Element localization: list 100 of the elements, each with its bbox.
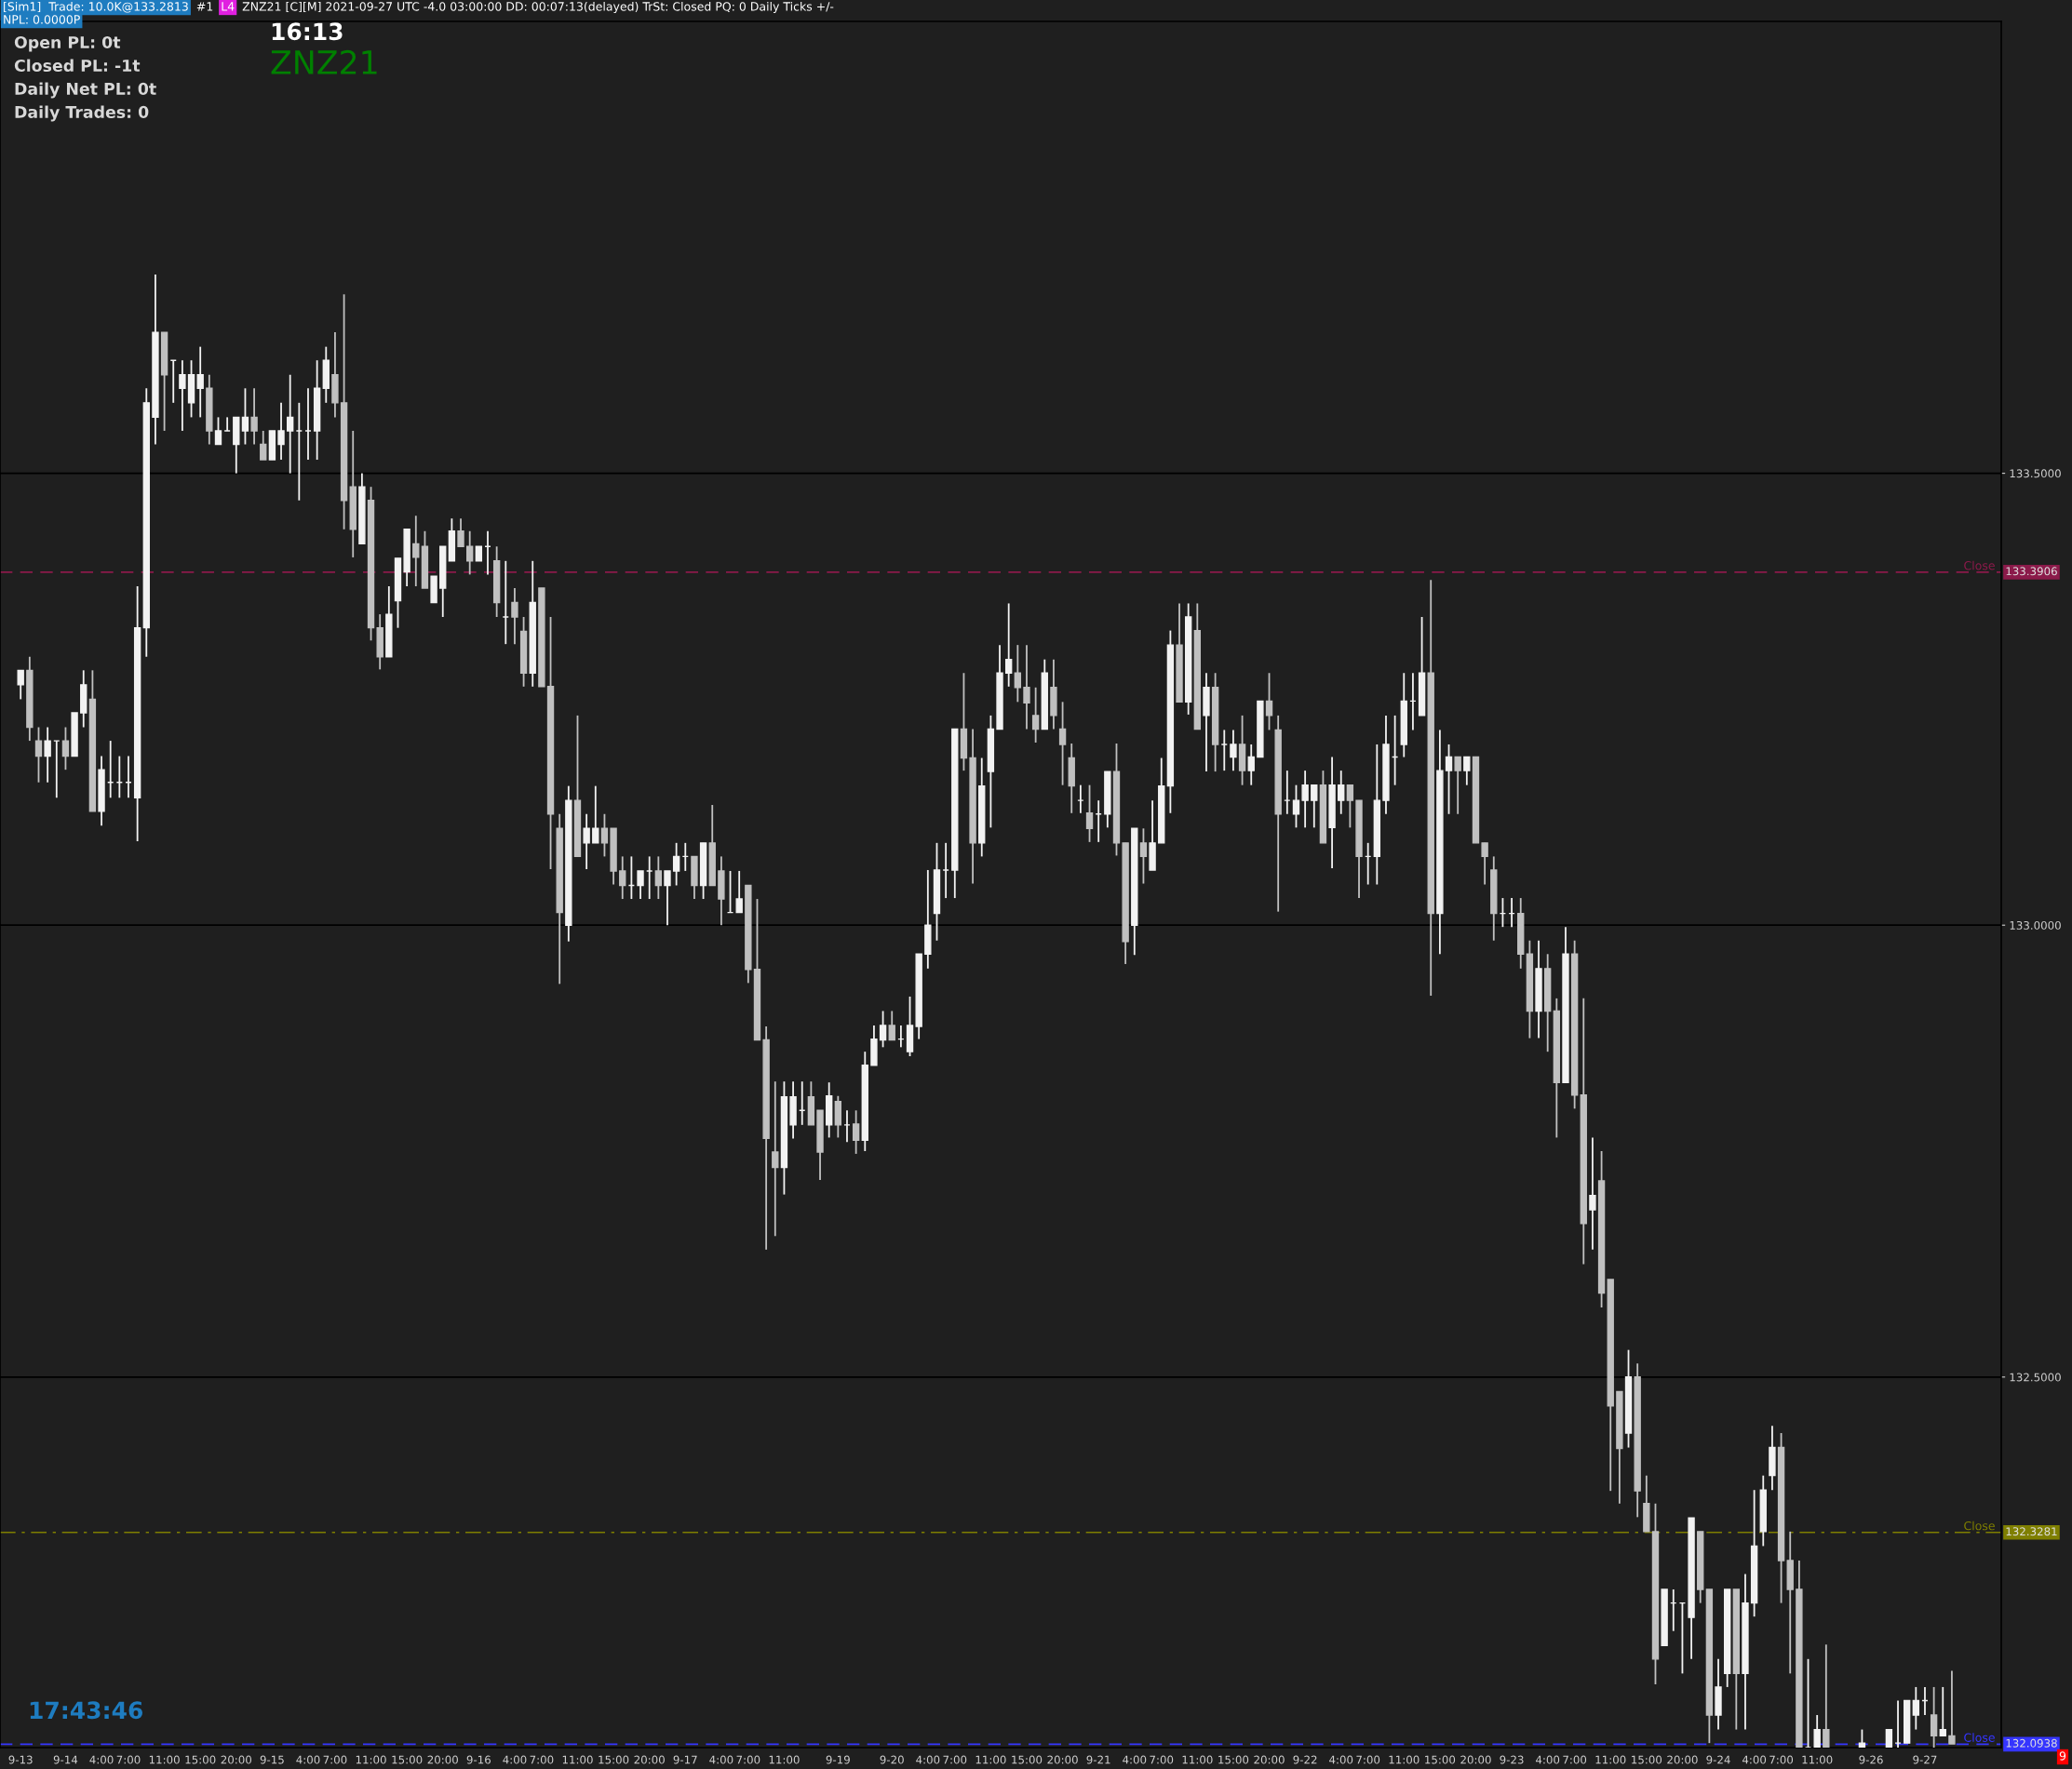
x-tick-label: 11:00 xyxy=(356,1755,386,1764)
candlestick xyxy=(1912,1686,1920,1731)
candlestick xyxy=(1813,1714,1821,1748)
x-tick-label: 20:00 xyxy=(1254,1755,1285,1764)
x-tick-label: 9-23 xyxy=(1500,1755,1524,1764)
annotation: 17:43:46 xyxy=(30,1701,143,1720)
candlestick xyxy=(600,812,609,858)
x-tick-label: 7:00 xyxy=(530,1755,554,1764)
x-tick-label: 20:00 xyxy=(221,1755,252,1764)
text: 9 xyxy=(2059,1751,2066,1761)
x-tick-label: 4:00 xyxy=(503,1755,527,1764)
candlestick xyxy=(1014,644,1022,704)
x-tick-label: 9-26 xyxy=(1859,1755,1883,1764)
candlestick xyxy=(672,841,680,887)
text: #1 xyxy=(196,2,213,11)
x-tick-label: 7:00 xyxy=(1563,1755,1587,1764)
text: Close 132.3281 xyxy=(1964,1521,2057,1536)
text: Close 133.3906 xyxy=(1964,560,2057,576)
x-tick-label: 4:00 xyxy=(296,1755,320,1764)
x-tick-label: 15:00 xyxy=(1425,1755,1456,1764)
candlestick xyxy=(852,1109,860,1155)
x-tick-label: 9-20 xyxy=(880,1755,904,1764)
x-tick-label: 11:00 xyxy=(1182,1755,1213,1764)
x-tick-label: 15:00 xyxy=(185,1755,216,1764)
candlestick xyxy=(879,1010,887,1049)
x-tick-label: 9-14 xyxy=(53,1755,78,1764)
x-tick-label: 7:00 xyxy=(736,1755,760,1764)
candlestick xyxy=(1823,1643,1830,1748)
candlestick xyxy=(179,359,186,432)
candlestick xyxy=(1948,1669,1956,1746)
candlestick xyxy=(277,401,285,461)
x-tick-label: 4:00 xyxy=(1123,1755,1147,1764)
candlestick xyxy=(1338,770,1345,815)
x-tick-label: 11:00 xyxy=(1802,1755,1833,1764)
candlestick xyxy=(17,669,24,701)
y-tick-label: 133.5000 xyxy=(2010,469,2061,478)
x-tick-label: 4:00 xyxy=(916,1755,940,1764)
x-tick-label: 11:00 xyxy=(149,1755,180,1764)
x-tick-label: 11:00 xyxy=(562,1755,593,1764)
candlestick xyxy=(1939,1686,1946,1737)
candlestick xyxy=(583,812,590,870)
candlestick xyxy=(196,345,204,419)
candlestick xyxy=(241,387,249,446)
candlestick xyxy=(1454,756,1461,815)
candlestick xyxy=(1031,686,1040,744)
candlestick xyxy=(260,430,267,461)
x-tick-label: 20:00 xyxy=(1460,1755,1491,1764)
candlestick xyxy=(214,416,222,446)
candlestick xyxy=(34,726,43,784)
x-tick-label: 15:00 xyxy=(1632,1755,1662,1764)
candlestick xyxy=(664,870,671,927)
candlestick xyxy=(1058,701,1067,786)
x-tick-label: 9-15 xyxy=(260,1755,284,1764)
candlestick xyxy=(637,870,644,900)
candlestick xyxy=(1139,827,1148,885)
text: Close 132.0938 xyxy=(1964,1733,2057,1748)
x-tick-label: 15:00 xyxy=(599,1755,629,1764)
candlestick xyxy=(1004,602,1013,688)
x-tick-label: 7:00 xyxy=(1769,1755,1794,1764)
x-tick-label: 4:00 xyxy=(1329,1755,1353,1764)
annotation: Closed PL: -1t xyxy=(14,59,141,73)
x-tick-label: 15:00 xyxy=(1012,1755,1043,1764)
x-tick-label: 9-16 xyxy=(466,1755,491,1764)
candlestick xyxy=(287,373,294,475)
y-tick-label: 133.0000 xyxy=(2010,920,2061,930)
x-tick-label: 9-27 xyxy=(1913,1755,1937,1764)
candlestick xyxy=(654,855,663,900)
candlestick xyxy=(1292,784,1300,829)
annotation: Daily Trades: 0 xyxy=(15,105,149,122)
candlestick xyxy=(1023,644,1030,730)
x-tick-label: 20:00 xyxy=(1047,1755,1078,1764)
x-tick-label: 4:00 xyxy=(1742,1755,1767,1764)
x-tick-label: 9-22 xyxy=(1293,1755,1317,1764)
annotation: Open PL: 0t xyxy=(14,35,121,52)
candlestick xyxy=(592,784,599,844)
x-tick-label: 7:00 xyxy=(1356,1755,1380,1764)
text: [Sim1] Trade: 10.0K@133.2813 xyxy=(4,1,188,13)
candlestick xyxy=(1311,784,1318,829)
annotation: 16:13 xyxy=(272,22,343,41)
x-tick-label: 15:00 xyxy=(1218,1755,1249,1764)
candlestick xyxy=(1463,756,1471,786)
candlestick xyxy=(1247,744,1255,786)
candlestick xyxy=(1265,672,1273,731)
x-tick-label: 20:00 xyxy=(634,1755,665,1764)
candlestick xyxy=(44,726,51,784)
x-tick-label: 9-24 xyxy=(1706,1755,1730,1764)
x-tick-label: 7:00 xyxy=(1150,1755,1174,1764)
x-tick-label: 11:00 xyxy=(769,1755,800,1764)
x-tick-label: 4:00 xyxy=(709,1755,733,1764)
x-tick-label: 9-19 xyxy=(826,1755,850,1764)
candlestick xyxy=(1589,1136,1596,1251)
x-tick-label: 11:00 xyxy=(1389,1755,1419,1764)
x-tick-label: 4:00 xyxy=(1536,1755,1560,1764)
candlestick xyxy=(511,587,518,646)
x-tick-label: 7:00 xyxy=(323,1755,347,1764)
candlestick xyxy=(457,517,464,548)
candlestick xyxy=(888,1010,895,1041)
x-tick-label: 9-17 xyxy=(673,1755,697,1764)
x-tick-label: 7:00 xyxy=(116,1755,141,1764)
annotation: Daily Net PL: 0t xyxy=(15,82,156,99)
